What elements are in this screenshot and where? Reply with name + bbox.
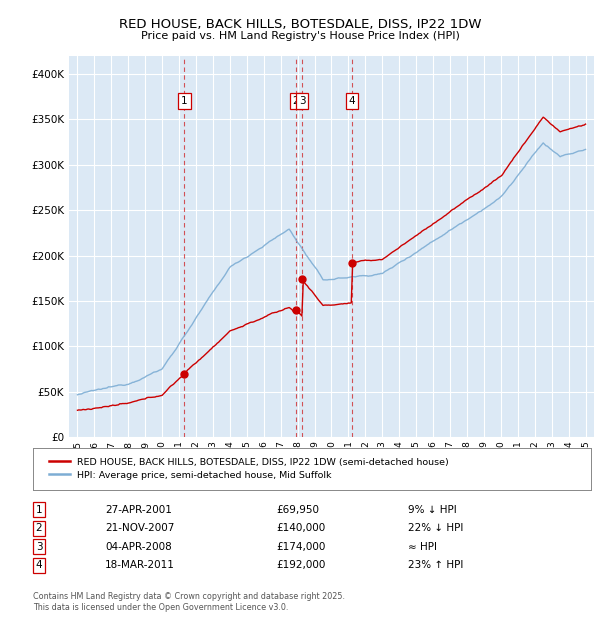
Text: Price paid vs. HM Land Registry's House Price Index (HPI): Price paid vs. HM Land Registry's House … [140,31,460,41]
Text: 1: 1 [35,505,43,515]
Text: 2: 2 [292,96,299,106]
Legend: RED HOUSE, BACK HILLS, BOTESDALE, DISS, IP22 1DW (semi-detached house), HPI: Ave: RED HOUSE, BACK HILLS, BOTESDALE, DISS, … [43,452,455,485]
Text: This data is licensed under the Open Government Licence v3.0.: This data is licensed under the Open Gov… [33,603,289,612]
Text: 23% ↑ HPI: 23% ↑ HPI [408,560,463,570]
Text: 04-APR-2008: 04-APR-2008 [105,542,172,552]
Text: 1: 1 [181,96,188,106]
Text: £140,000: £140,000 [276,523,325,533]
Text: 4: 4 [349,96,355,106]
Text: ≈ HPI: ≈ HPI [408,542,437,552]
Text: 21-NOV-2007: 21-NOV-2007 [105,523,175,533]
Text: £192,000: £192,000 [276,560,325,570]
Text: RED HOUSE, BACK HILLS, BOTESDALE, DISS, IP22 1DW: RED HOUSE, BACK HILLS, BOTESDALE, DISS, … [119,19,481,31]
Text: 18-MAR-2011: 18-MAR-2011 [105,560,175,570]
Text: 9% ↓ HPI: 9% ↓ HPI [408,505,457,515]
Text: £174,000: £174,000 [276,542,325,552]
Text: 27-APR-2001: 27-APR-2001 [105,505,172,515]
Text: 3: 3 [35,542,43,552]
Text: 3: 3 [299,96,305,106]
Text: Contains HM Land Registry data © Crown copyright and database right 2025.: Contains HM Land Registry data © Crown c… [33,592,345,601]
Text: 4: 4 [35,560,43,570]
Text: 22% ↓ HPI: 22% ↓ HPI [408,523,463,533]
Text: £69,950: £69,950 [276,505,319,515]
Text: 2: 2 [35,523,43,533]
